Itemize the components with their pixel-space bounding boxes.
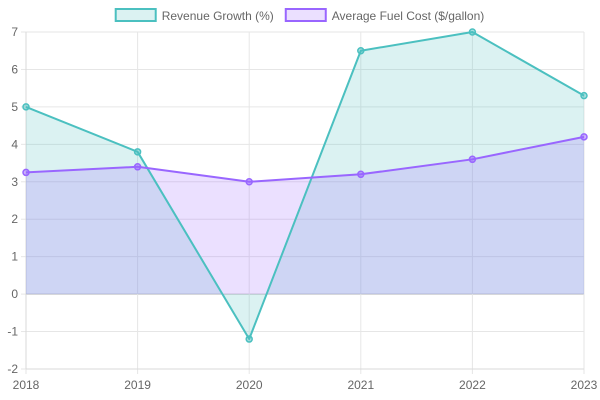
legend: Revenue Growth (%) Average Fuel Cost ($/g… — [114, 8, 485, 23]
data-point — [357, 46, 365, 55]
y-tick-label: 1 — [11, 250, 18, 264]
data-point — [22, 168, 30, 177]
x-tick-label: 2021 — [347, 378, 374, 392]
series-lines — [25, 31, 585, 341]
x-tick-label: 2022 — [459, 378, 486, 392]
grid — [21, 31, 585, 374]
y-axis-tick-labels: -2 -1 0 1 2 3 4 5 6 7 — [7, 25, 18, 376]
x-tick-label: 2020 — [236, 378, 263, 392]
data-point — [468, 28, 477, 36]
legend-label: Revenue Growth (%) — [162, 9, 274, 23]
data-point — [245, 178, 253, 186]
legend-swatch — [114, 8, 157, 22]
y-tick-label: -2 — [7, 362, 18, 376]
series-line-0 — [25, 31, 585, 341]
series-line-1 — [25, 135, 585, 183]
y-tick-label: 4 — [11, 137, 18, 151]
y-tick-label: 5 — [11, 100, 18, 114]
area-fills — [26, 32, 584, 340]
series-area-1 — [26, 136, 584, 295]
legend-swatch — [284, 8, 327, 22]
series-area-0 — [26, 32, 584, 340]
data-point — [22, 103, 30, 111]
data-point — [133, 148, 142, 156]
y-tick-label: -1 — [7, 325, 18, 339]
data-points — [22, 28, 588, 343]
y-tick-label: 7 — [11, 25, 18, 39]
y-tick-label: 3 — [11, 175, 18, 189]
data-point — [245, 335, 253, 343]
data-point — [357, 170, 365, 179]
y-tick-label: 0 — [11, 287, 18, 301]
legend-label: Average Fuel Cost ($/gallon) — [332, 9, 485, 23]
y-tick-label: 6 — [11, 62, 18, 76]
data-point — [468, 155, 477, 164]
data-point — [580, 91, 588, 100]
x-tick-label: 2018 — [13, 378, 40, 392]
y-tick-label: 2 — [11, 212, 18, 226]
x-axis-tick-labels: 2018 2019 2020 2021 2022 2023 — [13, 378, 598, 392]
data-point — [580, 133, 588, 141]
data-point — [133, 163, 142, 171]
x-tick-label: 2019 — [124, 378, 151, 392]
x-tick-label: 2023 — [571, 378, 598, 392]
